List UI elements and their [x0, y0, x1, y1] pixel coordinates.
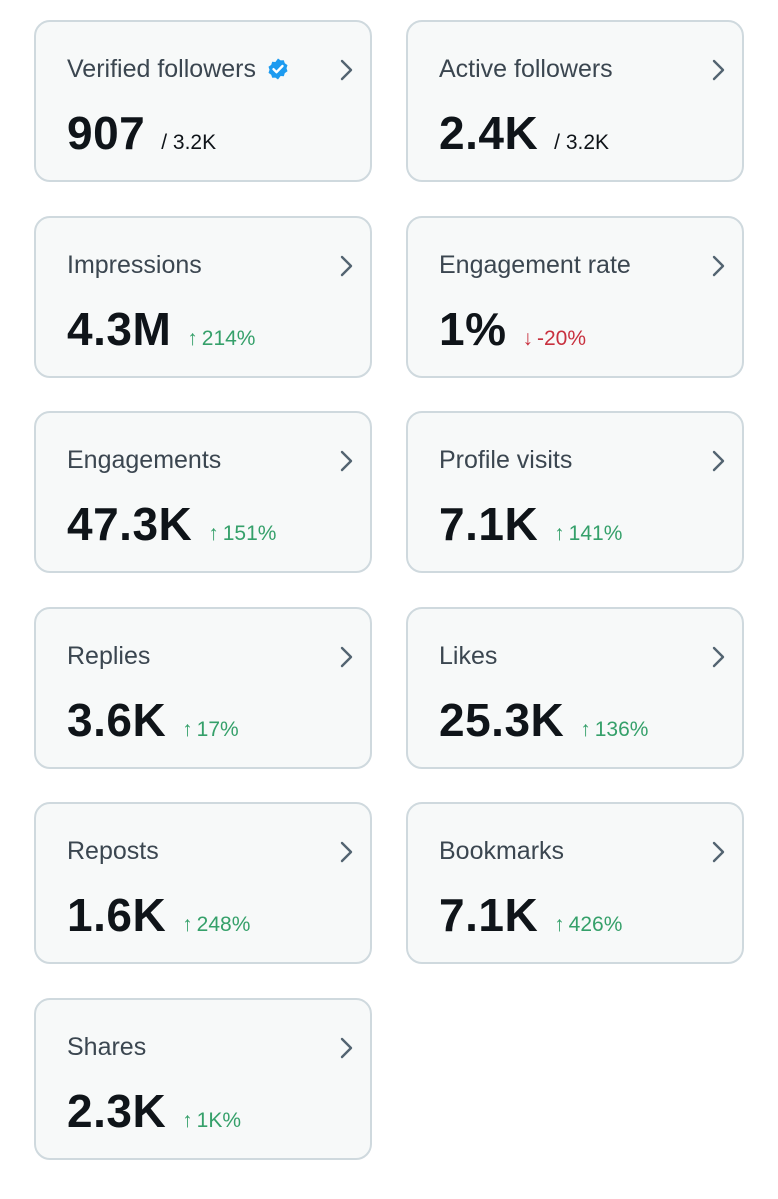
chevron-right-icon [338, 645, 354, 669]
card-label: Replies [67, 642, 151, 670]
metric-value: 4.3M [67, 303, 172, 355]
arrow-up-icon: ↑ [554, 913, 565, 936]
metric-delta: ↓ -20% [522, 327, 586, 351]
metric-value: 7.1K [439, 889, 539, 941]
arrow-up-icon: ↑ [182, 913, 193, 936]
metric-delta: ↑ 151% [208, 522, 276, 546]
metric-value: 2.4K [439, 107, 539, 159]
metric-value: 907 [67, 107, 146, 159]
card-value-row: 2.3K ↑ 1K% [67, 1086, 241, 1136]
metric-delta: ↑ 17% [182, 718, 239, 742]
card-label: Engagements [67, 446, 222, 474]
card-profile-visits[interactable]: Profile visits 7.1K ↑ 141% [406, 411, 744, 573]
card-reposts[interactable]: Reposts 1.6K ↑ 248% [34, 802, 372, 964]
card-bookmarks[interactable]: Bookmarks 7.1K ↑ 426% [406, 802, 744, 964]
card-label: Bookmarks [439, 837, 565, 865]
metric-value: 25.3K [439, 694, 565, 746]
chevron-right-icon [710, 840, 726, 864]
card-value-row: 25.3K ↑ 136% [439, 695, 648, 745]
card-label: Likes [439, 642, 498, 670]
metric-total: / 3.2K [554, 131, 610, 154]
arrow-up-icon: ↑ [554, 522, 565, 545]
metric-delta-value: -20% [536, 327, 587, 350]
card-impressions[interactable]: Impressions 4.3M ↑ 214% [34, 216, 372, 378]
metric-delta-value: 1K% [196, 1109, 242, 1132]
metric-delta-value: 214% [201, 327, 256, 350]
metric-delta: ↑ 1K% [182, 1109, 241, 1133]
card-value-row: 1% ↓ -20% [439, 304, 586, 354]
chevron-right-icon [710, 254, 726, 278]
chevron-right-icon [338, 58, 354, 82]
arrow-up-icon: ↑ [580, 718, 591, 741]
card-label: Active followers [439, 55, 613, 83]
metric-delta-value: 248% [196, 913, 251, 936]
card-label: Impressions [67, 251, 202, 279]
card-label: Shares [67, 1033, 147, 1061]
metric-total: / 3.2K [161, 131, 217, 154]
metric-delta-value: 136% [594, 718, 649, 741]
card-value-row: 1.6K ↑ 248% [67, 890, 250, 940]
card-value-row: 4.3M ↑ 214% [67, 304, 255, 354]
card-replies[interactable]: Replies 3.6K ↑ 17% [34, 607, 372, 769]
metric-delta-value: 426% [568, 913, 623, 936]
metric-value: 1.6K [67, 889, 167, 941]
metric-delta: ↑ 214% [187, 327, 255, 351]
card-value-row: 2.4K / 3.2K [439, 108, 609, 158]
chevron-right-icon [710, 58, 726, 82]
metric-delta: ↑ 136% [580, 718, 648, 742]
metric-delta: ↑ 248% [182, 913, 250, 937]
card-value-row: 47.3K ↑ 151% [67, 499, 276, 549]
card-value-row: 907 / 3.2K [67, 108, 216, 158]
metric-value: 1% [439, 303, 507, 355]
card-likes[interactable]: Likes 25.3K ↑ 136% [406, 607, 744, 769]
card-engagement-rate[interactable]: Engagement rate 1% ↓ -20% [406, 216, 744, 378]
verified-badge-icon [266, 57, 290, 81]
metric-delta-value: 151% [222, 522, 277, 545]
metric-delta: ↑ 141% [554, 522, 622, 546]
card-value-row: 3.6K ↑ 17% [67, 695, 239, 745]
metric-value: 3.6K [67, 694, 167, 746]
chevron-right-icon [338, 449, 354, 473]
metric-delta-value: 141% [568, 522, 623, 545]
arrow-up-icon: ↑ [208, 522, 219, 545]
card-label-text: Verified followers [67, 55, 256, 83]
card-label: Reposts [67, 837, 159, 865]
card-value-row: 7.1K ↑ 426% [439, 890, 622, 940]
arrow-up-icon: ↑ [182, 1109, 193, 1132]
metric-delta-value: 17% [196, 718, 239, 741]
arrow-up-icon: ↑ [182, 718, 193, 741]
card-value-row: 7.1K ↑ 141% [439, 499, 622, 549]
chevron-right-icon [710, 449, 726, 473]
card-label: Engagement rate [439, 251, 631, 279]
card-shares[interactable]: Shares 2.3K ↑ 1K% [34, 998, 372, 1160]
arrow-up-icon: ↑ [187, 327, 198, 350]
card-engagements[interactable]: Engagements 47.3K ↑ 151% [34, 411, 372, 573]
metric-value: 7.1K [439, 498, 539, 550]
metric-value: 2.3K [67, 1085, 167, 1137]
chevron-right-icon [338, 1036, 354, 1060]
chevron-right-icon [338, 840, 354, 864]
metric-value: 47.3K [67, 498, 193, 550]
chevron-right-icon [710, 645, 726, 669]
card-label: Profile visits [439, 446, 573, 474]
card-label: Verified followers [67, 54, 290, 84]
card-verified-followers[interactable]: Verified followers 907 / 3.2K [34, 20, 372, 182]
metric-delta: ↑ 426% [554, 913, 622, 937]
arrow-down-icon: ↓ [522, 327, 533, 350]
chevron-right-icon [338, 254, 354, 278]
card-active-followers[interactable]: Active followers 2.4K / 3.2K [406, 20, 744, 182]
